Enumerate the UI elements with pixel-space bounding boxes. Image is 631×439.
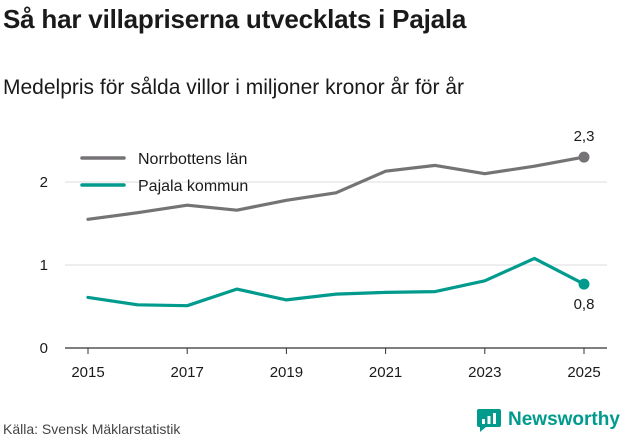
- chart-subtitle: Medelpris för sålda villor i miljoner kr…: [3, 76, 464, 99]
- x-tick-label: 2025: [567, 364, 600, 381]
- x-tick-label: 2023: [468, 364, 501, 381]
- x-tick-label: 2015: [71, 364, 104, 381]
- x-tick-label: 2019: [270, 364, 303, 381]
- brand-logo: Newsworthy: [476, 407, 620, 433]
- legend-label: Pajala kommun: [138, 178, 248, 195]
- newsworthy-logo-icon: [477, 409, 501, 432]
- x-tick-label: 2021: [369, 364, 402, 381]
- brand-name: Newsworthy: [508, 409, 620, 430]
- chart-title: Så har villapriserna utvecklats i Pajala: [3, 4, 467, 34]
- series-end-label: 2,3: [574, 128, 595, 145]
- y-tick-label: 1: [40, 257, 48, 274]
- y-tick-label: 0: [40, 340, 48, 357]
- series-end-point: [578, 151, 590, 163]
- x-tick-label: 2017: [171, 364, 204, 381]
- series-end-point: [578, 278, 590, 290]
- legend-label: Norrbottens län: [138, 151, 247, 168]
- series-line-pajala-kommun: [86, 256, 586, 308]
- y-tick-label: 2: [40, 174, 48, 191]
- series-end-label: 0,8: [574, 296, 595, 313]
- series-line-norrbottens-lan: [86, 155, 586, 221]
- source-note: Källa: Svensk Mäklarstatistik: [3, 421, 181, 437]
- line-chart: 0 1 2 2015 2017 2019 2021 2023 2025 2,3 0,8 Norrbot…: [40, 128, 607, 381]
